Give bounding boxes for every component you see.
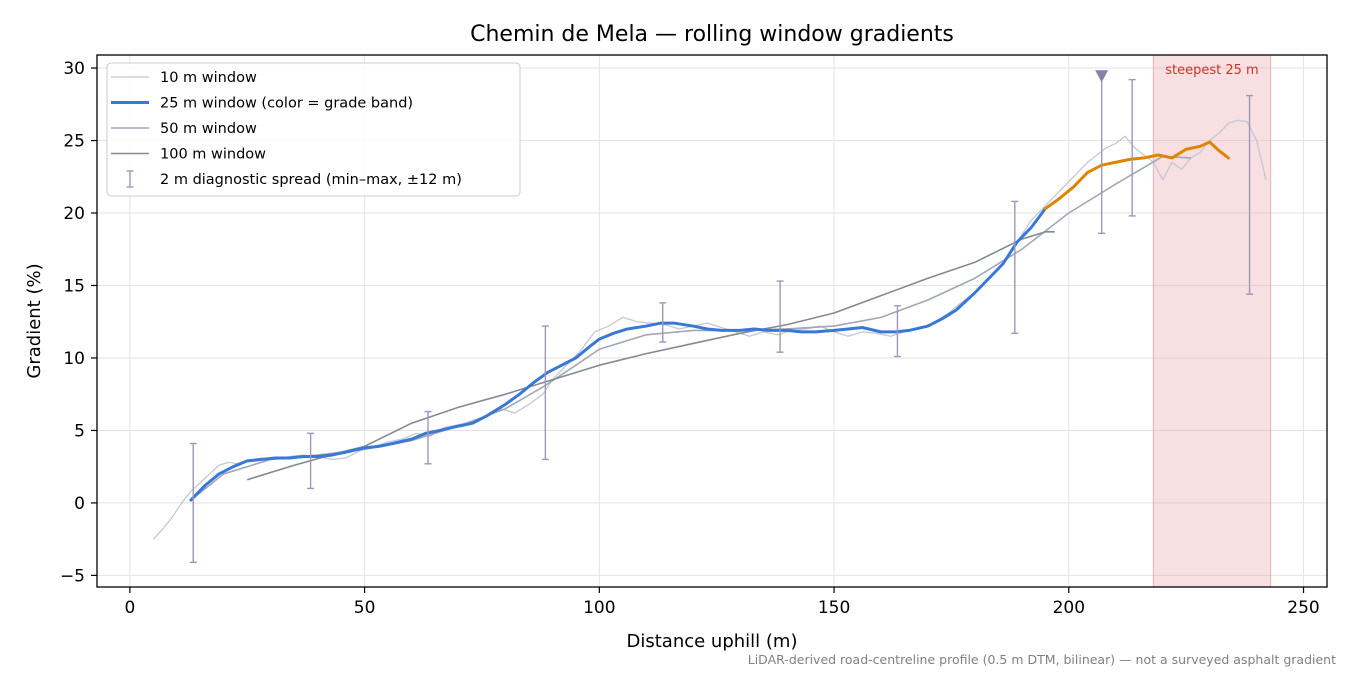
legend-item: 25 m window (color = grade band) — [111, 96, 413, 112]
error-bar — [893, 305, 901, 358]
x-tick-label: 150 — [818, 598, 850, 618]
error-bar — [307, 432, 315, 490]
y-tick-label: 30 — [63, 59, 85, 79]
y-tick-label: 15 — [63, 276, 85, 296]
y-tick-label: 5 — [74, 421, 85, 441]
x-axis-label: Distance uphill (m) — [627, 631, 798, 652]
series-50-m-window — [190, 155, 1191, 501]
footnote: LiDAR-derived road-centreline profile (0… — [748, 652, 1336, 667]
error-bar — [659, 302, 667, 343]
x-axis-ticks: 0 50 100 150 200 250 — [124, 587, 1320, 618]
x-tick-label: 100 — [583, 598, 615, 618]
legend-label: 25 m window (color = grade band) — [160, 96, 413, 112]
legend-label: 50 m window — [160, 121, 257, 137]
series-25-m-window-band-2 — [1043, 140, 1230, 211]
y-tick-label: −5 — [60, 566, 85, 586]
error-bar — [1098, 74, 1106, 234]
steepest-band-label: steepest 25 m — [1165, 63, 1258, 78]
error-bar — [424, 410, 432, 465]
legend-box — [106, 62, 521, 197]
y-axis-label: Gradient (%) — [24, 263, 45, 378]
error-bar — [1246, 94, 1254, 295]
y-tick-label: 0 — [74, 494, 85, 514]
error-bar — [541, 325, 549, 461]
x-tick-label: 50 — [354, 598, 376, 618]
x-tick-label: 200 — [1053, 598, 1085, 618]
error-bar — [776, 280, 784, 353]
y-axis-ticks: −5 0 5 10 15 20 25 30 — [60, 59, 97, 586]
legend: 10 m window 25 m window (color = grade ba… — [106, 62, 521, 197]
legend-item: 10 m window — [111, 70, 257, 86]
chart-title: Chemin de Mela — rolling window gradient… — [470, 22, 954, 47]
y-tick-label: 20 — [63, 204, 85, 224]
plot-frame — [96, 54, 1328, 588]
triangle-down-marker — [1095, 70, 1109, 83]
legend-label: 10 m window — [160, 70, 257, 86]
y-tick-label: 25 — [63, 132, 85, 152]
error-bar-layer — [189, 74, 1254, 564]
legend-item: 50 m window — [111, 121, 257, 137]
x-tick-label: 250 — [1287, 598, 1319, 618]
x-tick-label: 0 — [124, 598, 135, 618]
legend-item: 2 m diagnostic spread (min–max, ±12 m) — [126, 170, 462, 188]
error-bar — [1011, 200, 1019, 335]
error-bar — [1128, 78, 1136, 217]
legend-label: 100 m window — [160, 147, 266, 163]
legend-item: 100 m window — [111, 147, 266, 163]
marker-layer — [1095, 70, 1109, 83]
series-25-m-window-band-1 — [189, 207, 1047, 502]
error-bar — [189, 442, 197, 564]
y-tick-label: 10 — [63, 349, 85, 369]
legend-label: 2 m diagnostic spread (min–max, ±12 m) — [160, 172, 462, 188]
series-100-m-window — [246, 231, 1055, 481]
series-layer — [152, 119, 1267, 540]
